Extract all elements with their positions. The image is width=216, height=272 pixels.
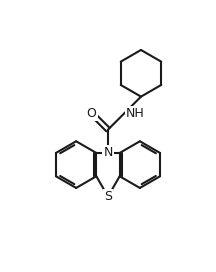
Text: N: N	[103, 146, 113, 159]
Text: O: O	[87, 107, 96, 120]
Text: NH: NH	[125, 107, 144, 120]
Text: S: S	[104, 190, 112, 203]
